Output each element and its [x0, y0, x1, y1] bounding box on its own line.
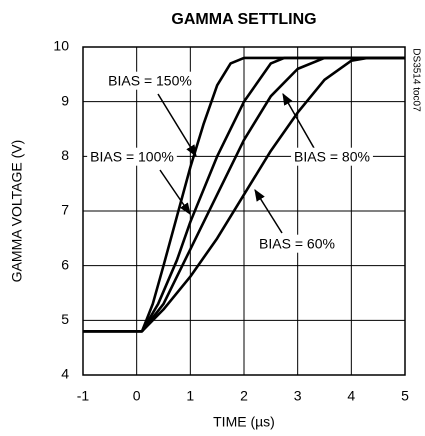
label-background	[105, 71, 195, 90]
annotation-arrow	[254, 188, 283, 234]
y-tick-label: 4	[61, 366, 69, 382]
series-label: BIAS = 60%	[259, 236, 335, 252]
label-background	[256, 234, 338, 253]
chart-title: GAMMA SETTLING	[171, 11, 316, 28]
x-tick-label: 5	[401, 388, 409, 404]
line-series	[83, 56, 405, 333]
plot-frame	[82, 46, 406, 376]
series-label: BIAS = 80%	[294, 149, 370, 165]
line-series	[83, 56, 405, 333]
y-tick-label: 6	[61, 256, 69, 272]
x-tick-label: 1	[186, 388, 194, 404]
y-tick-label: 5	[61, 311, 69, 327]
label-background	[291, 147, 373, 166]
x-tick-label: 0	[133, 388, 141, 404]
y-tick-label: 10	[53, 38, 69, 54]
line-series	[83, 56, 405, 333]
annotation-arrow	[159, 169, 191, 215]
y-tick-label: 8	[61, 147, 69, 163]
figure-note: DS3514 toc07	[410, 48, 421, 112]
line-series	[83, 56, 405, 333]
x-tick-label: 4	[347, 388, 355, 404]
annotation-arrow	[282, 92, 315, 149]
series-label: BIAS = 150%	[108, 73, 192, 89]
x-tick-label: -1	[77, 388, 90, 404]
y-tick-label: 7	[61, 202, 69, 218]
x-axis-label: TIME (µs)	[213, 414, 275, 430]
x-tick-label: 2	[240, 388, 248, 404]
y-tick-label: 9	[61, 92, 69, 108]
y-axis-label: GAMMA VOLTAGE (V)	[9, 140, 25, 283]
x-tick-label: 3	[294, 388, 302, 404]
series-label: BIAS = 100%	[90, 149, 174, 165]
label-background	[87, 147, 177, 166]
annotation-arrow	[157, 93, 197, 158]
